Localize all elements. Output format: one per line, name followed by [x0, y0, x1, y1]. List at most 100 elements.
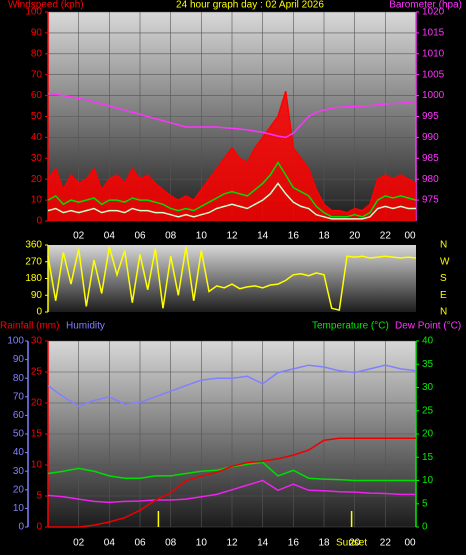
y3-tick-label: 10 — [13, 503, 25, 514]
x-tick-label: 16 — [288, 538, 300, 549]
y-tick-label: 270 — [25, 256, 42, 267]
y2-tick-label: 35 — [422, 359, 434, 370]
y3-tick-label: 0 — [18, 522, 24, 533]
x-tick-label: 12 — [226, 231, 238, 242]
series-line — [47, 479, 416, 504]
y3-tick-label: 70 — [13, 391, 25, 402]
y-tick-label: 0 — [36, 307, 42, 318]
x-tick-label: 00 — [404, 231, 416, 242]
compass-label: S — [440, 273, 447, 284]
x-tick-label: 04 — [104, 538, 116, 549]
compass-label: W — [440, 256, 450, 267]
y-tick-label: 0 — [36, 522, 42, 533]
y3-axis-title: Humidity — [66, 321, 105, 332]
dew-point-title: Dew Point (°C) — [395, 321, 461, 332]
x-tick-label: 10 — [196, 538, 208, 549]
y-axis-title: Windspeed (kph) — [8, 0, 84, 11]
y-tick-label: 25 — [31, 367, 43, 378]
x-tick-label: 22 — [380, 231, 392, 242]
x-tick-label: 20 — [349, 538, 361, 549]
y-tick-label: 0 — [36, 216, 42, 227]
x-tick-label: 16 — [288, 231, 300, 242]
series-line — [47, 92, 417, 139]
y2-tick-label: 980 — [422, 174, 439, 185]
x-tick-label: 14 — [257, 538, 269, 549]
y3-tick-label: 80 — [13, 373, 25, 384]
series-area — [48, 91, 416, 222]
series-line — [47, 182, 416, 220]
y-axis-title: Rainfall (mm) — [0, 321, 59, 332]
x-tick-label: 00 — [404, 538, 416, 549]
y2-tick-label: 1005 — [422, 69, 445, 80]
y-tick-label: 90 — [31, 290, 43, 301]
y2-tick-label: 975 — [422, 195, 439, 206]
y3-tick-label: 30 — [13, 466, 25, 477]
y-tick-label: 15 — [31, 429, 43, 440]
plot-area — [48, 245, 416, 312]
y2-tick-label: 40 — [422, 336, 434, 347]
y-tick-label: 50 — [31, 111, 43, 122]
series-line — [47, 246, 417, 312]
y-tick-label: 40 — [31, 132, 43, 143]
y3-tick-label: 100 — [7, 336, 24, 347]
y3-tick-label: 90 — [13, 354, 25, 365]
y-tick-label: 5 — [36, 491, 42, 502]
x-tick-label: 04 — [104, 231, 116, 242]
x-tick-label: 10 — [196, 231, 208, 242]
y-tick-label: 60 — [31, 90, 43, 101]
y-tick-label: 20 — [31, 174, 43, 185]
y-tick-label: 90 — [31, 28, 43, 39]
x-tick-label: 20 — [349, 231, 361, 242]
compass-label: N — [440, 307, 447, 318]
x-tick-label: 22 — [380, 538, 392, 549]
chart-title: 24 hour graph day : 02 April 2026 — [176, 0, 324, 11]
y-tick-label: 70 — [31, 69, 43, 80]
x-tick-label: 18 — [318, 538, 330, 549]
x-tick-label: 02 — [73, 231, 85, 242]
y2-tick-label: 990 — [422, 132, 439, 143]
y2-tick-label: 995 — [422, 111, 439, 122]
y-tick-label: 10 — [31, 195, 43, 206]
annotation: Sunset — [336, 538, 367, 549]
series-line — [47, 364, 417, 407]
y2-tick-label: 985 — [422, 153, 439, 164]
y2-tick-label: 5 — [422, 498, 428, 509]
y-tick-label: 180 — [25, 273, 42, 284]
series-line — [48, 437, 416, 528]
y2-tick-label: 30 — [422, 382, 434, 393]
x-tick-label: 02 — [73, 538, 85, 549]
x-tick-label: 14 — [257, 231, 269, 242]
y2-tick-label: 1020 — [422, 7, 445, 18]
compass-label: N — [440, 240, 447, 251]
y-tick-label: 360 — [25, 240, 42, 251]
series-line — [47, 91, 417, 214]
y2-tick-label: 1010 — [422, 48, 445, 59]
x-tick-label: 18 — [318, 231, 330, 242]
y2-tick-label: 25 — [422, 405, 434, 416]
y2-tick-label: 1000 — [422, 90, 445, 101]
y-tick-label: 20 — [31, 398, 43, 409]
y2-axis-title: Barometer (hpa) — [389, 0, 462, 11]
x-tick-label: 06 — [134, 538, 146, 549]
y3-tick-label: 50 — [13, 429, 25, 440]
x-tick-label: 06 — [134, 231, 146, 242]
x-tick-label: 12 — [226, 538, 238, 549]
y2-tick-label: 10 — [422, 475, 434, 486]
y2-axis-title: Temperature (°C) — [312, 321, 389, 332]
y2-tick-label: 1015 — [422, 28, 445, 39]
x-tick-label: 08 — [165, 538, 177, 549]
series-line — [47, 161, 417, 218]
y3-tick-label: 40 — [13, 447, 25, 458]
y-tick-label: 80 — [31, 48, 43, 59]
x-tick-label: 08 — [165, 231, 177, 242]
y-tick-label: 100 — [25, 7, 42, 18]
y3-tick-label: 20 — [13, 484, 25, 495]
y2-tick-label: 15 — [422, 452, 434, 463]
y-tick-label: 10 — [31, 460, 43, 471]
compass-label: E — [440, 290, 447, 301]
y3-tick-label: 60 — [13, 410, 25, 421]
y-tick-label: 30 — [31, 153, 43, 164]
y-tick-label: 30 — [31, 336, 43, 347]
y2-tick-label: 20 — [422, 429, 434, 440]
